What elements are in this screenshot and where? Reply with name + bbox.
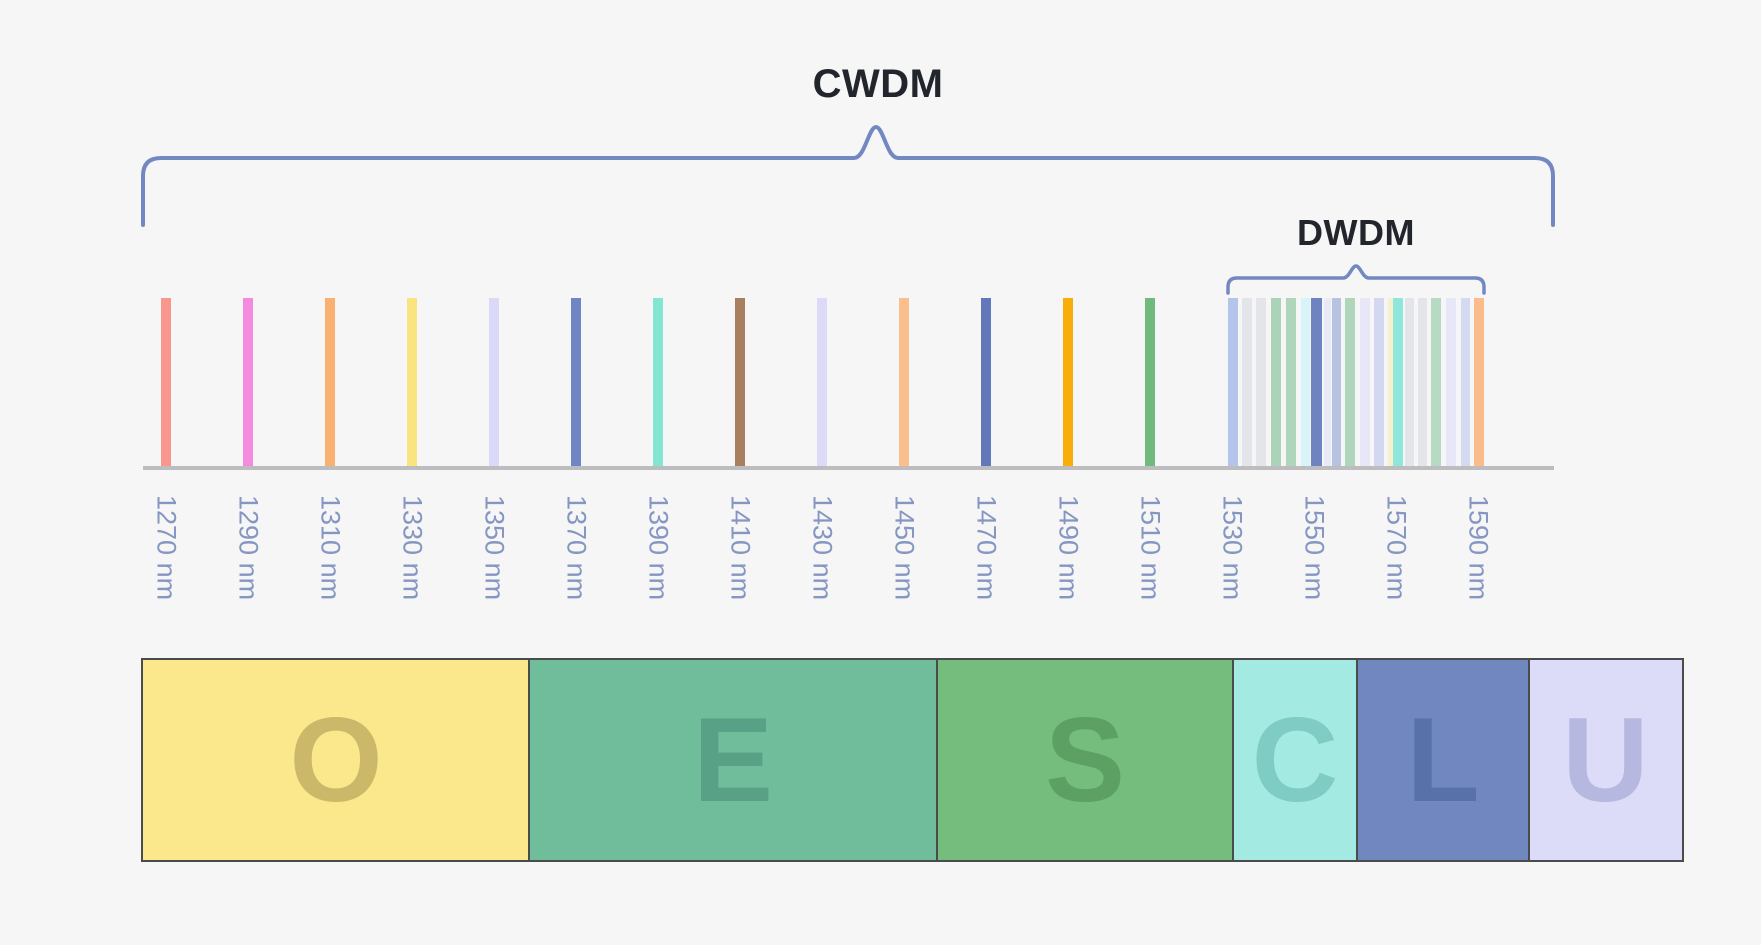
tick-label-1470-nm: 1470 nm [971,495,1002,601]
cwdm-channel-bar-1510-nm [1145,298,1155,468]
cwdm-channel-bar-1430-nm [817,298,827,468]
cwdm-brace [141,125,1555,227]
cwdm-channel-bar-1290-nm [243,298,253,468]
cwdm-channel-bar-1410-nm [735,298,745,468]
fiber-band-L: L [1357,660,1529,860]
tick-label-1550-nm: 1550 nm [1299,495,1330,601]
fiber-band-letter-C: C [1251,693,1339,827]
fiber-band-letter-L: L [1406,693,1480,827]
cwdm-channel-bar-1330-nm [407,298,417,468]
cwdm-channel-bar-1490-nm [1063,298,1073,468]
cwdm-channel-bar-1310-nm [325,298,335,468]
cwdm-channel-bar-1390-nm [653,298,663,468]
wavelength-axis-line [143,466,1554,470]
fiber-band-letter-S: S [1044,693,1126,827]
dwdm-channel-bar-5 [1286,298,1296,468]
tick-label-1370-nm: 1370 nm [561,495,592,601]
tick-label-1490-nm: 1490 nm [1053,495,1084,601]
dwdm-channel-bar-14 [1393,298,1403,468]
dwdm-channel-bar-20 [1474,298,1484,468]
tick-label-1390-nm: 1390 nm [643,495,674,601]
dwdm-channel-bar-6 [1300,298,1310,468]
fiber-band-E: E [529,660,937,860]
dwdm-channel-bar-10 [1345,298,1355,468]
dwdm-channel-bar-12 [1374,298,1384,468]
fiber-band-U: U [1529,660,1682,860]
dwdm-channel-bar-8 [1323,298,1331,468]
cwdm-channel-bar-1270-nm [161,298,171,468]
tick-label-1330-nm: 1330 nm [397,495,428,601]
dwdm-brace [1226,264,1486,295]
dwdm-channel-bar-11 [1360,298,1370,468]
fiber-band-divider [936,660,938,860]
fiber-band-letter-U: U [1562,693,1649,827]
dwdm-channel-bar-3 [1256,298,1266,468]
dwdm-channel-bar-19 [1460,298,1470,468]
dwdm-channel-bar-9 [1331,298,1341,468]
fiber-band-divider [1232,660,1234,860]
tick-label-1350-nm: 1350 nm [479,495,510,601]
fiber-band-divider [528,660,530,860]
fiber-band-divider [1528,660,1530,860]
fiber-band-letter-O: O [289,693,383,827]
dwdm-channel-bar-18 [1446,298,1456,468]
cwdm-channel-bar-1350-nm [489,298,499,468]
tick-label-1290-nm: 1290 nm [233,495,264,601]
fiber-bands-frame [141,658,1684,862]
tick-label-1410-nm: 1410 nm [725,495,756,601]
dwdm-channel-bar-15 [1404,298,1414,468]
cwdm-channel-bar-1370-nm [571,298,581,468]
cwdm-channel-bar-1450-nm [899,298,909,468]
fiber-band-S: S [937,660,1233,860]
dwdm-channel-bar-13 [1387,298,1393,468]
tick-label-1430-nm: 1430 nm [807,495,838,601]
fiber-band-C: C [1233,660,1357,860]
tick-label-1510-nm: 1510 nm [1135,495,1166,601]
cwdm-channel-bar-1470-nm [981,298,991,468]
dwdm-channel-bar-17 [1431,298,1441,468]
dwdm-group-label: DWDM [1297,212,1415,253]
fiber-band-divider [1356,660,1358,860]
fiber-band-letter-E: E [692,693,774,827]
tick-label-1270-nm: 1270 nm [151,495,182,601]
tick-label-1590-nm: 1590 nm [1463,495,1494,601]
tick-label-1310-nm: 1310 nm [315,495,346,601]
dwdm-channel-bar-7 [1310,298,1322,468]
dwdm-channel-bar-1 [1228,298,1238,468]
dwdm-channel-bar-4 [1271,298,1281,468]
tick-label-1570-nm: 1570 nm [1381,495,1412,601]
cwdm-group-label: CWDM [812,62,944,106]
tick-label-1450-nm: 1450 nm [889,495,920,601]
fiber-band-O: O [143,660,529,860]
tick-label-1530-nm: 1530 nm [1217,495,1248,601]
dwdm-channel-bar-16 [1417,298,1427,468]
dwdm-channel-bar-2 [1242,298,1252,468]
